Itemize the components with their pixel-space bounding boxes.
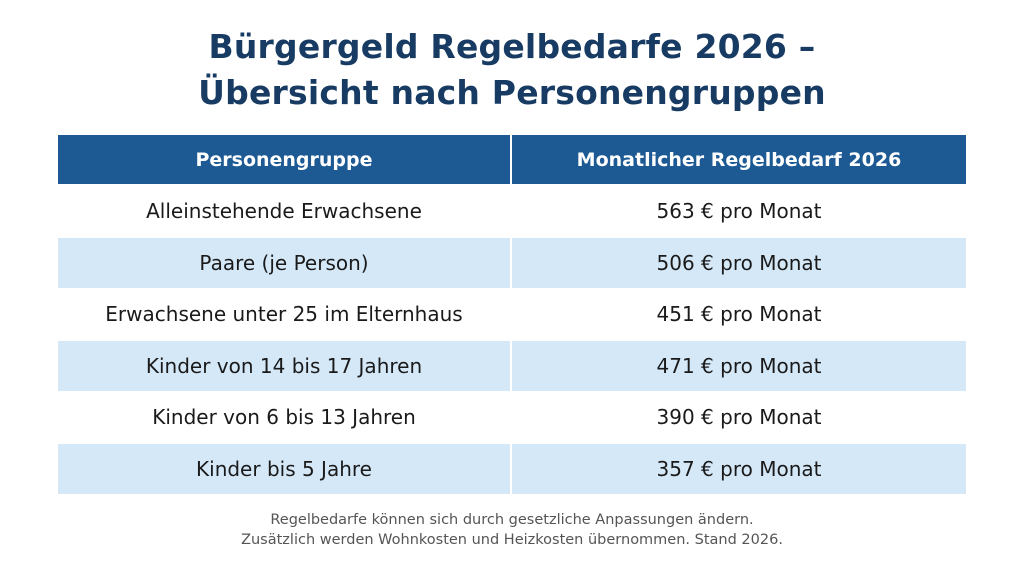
cell-amount: 471 € pro Monat	[656, 353, 822, 378]
cell-group: Kinder bis 5 Jahre	[58, 443, 512, 494]
title-line-1: Bürgergeld Regelbedarfe 2026 –	[208, 27, 816, 66]
cell-group: Alleinstehende Erwachsene	[58, 186, 512, 237]
footnote-line-1: Regelbedarfe können sich durch gesetzlic…	[270, 512, 754, 528]
cell-amount: 390 € pro Monat	[656, 405, 822, 430]
cell-amount: 451 € pro Monat	[656, 302, 822, 327]
table-row: Alleinstehende Erwachsene 563 € pro Mona…	[58, 185, 966, 237]
footnote: Regelbedarfe können sich durch gesetzlic…	[0, 510, 1024, 550]
header-personengruppe: Personengruppe	[58, 135, 512, 184]
table-row: Paare (je Person) 506 € pro Monat	[58, 236, 966, 288]
cell-amount: 506 € pro Monat	[656, 250, 822, 275]
cell-group: Kinder von 6 bis 13 Jahren	[58, 392, 512, 443]
table-header: Personengruppe Monatlicher Regelbedarf 2…	[58, 135, 966, 184]
cell-group: Erwachsene unter 25 im Elternhaus	[58, 289, 512, 340]
table-row: Kinder von 6 bis 13 Jahren 390 € pro Mon…	[58, 391, 966, 443]
footnote-line-2: Zusätzlich werden Wohnkosten und Heizkos…	[241, 532, 783, 548]
header-regelbedarf: Monatlicher Regelbedarf 2026	[576, 148, 902, 171]
table-row: Erwachsene unter 25 im Elternhaus 451 € …	[58, 288, 966, 340]
title-line-2: Übersicht nach Personengruppen	[198, 73, 826, 112]
cell-amount: 357 € pro Monat	[656, 456, 822, 481]
cell-group: Kinder von 14 bis 17 Jahren	[58, 340, 512, 391]
page-title: Bürgergeld Regelbedarfe 2026 – Übersicht…	[0, 24, 1024, 116]
cell-amount: 563 € pro Monat	[656, 199, 822, 224]
regelbedarf-table: Personengruppe Monatlicher Regelbedarf 2…	[58, 135, 966, 494]
cell-group: Paare (je Person)	[58, 237, 512, 288]
table-row: Kinder bis 5 Jahre 357 € pro Monat	[58, 442, 966, 494]
table-row: Kinder von 14 bis 17 Jahren 471 € pro Mo…	[58, 339, 966, 391]
